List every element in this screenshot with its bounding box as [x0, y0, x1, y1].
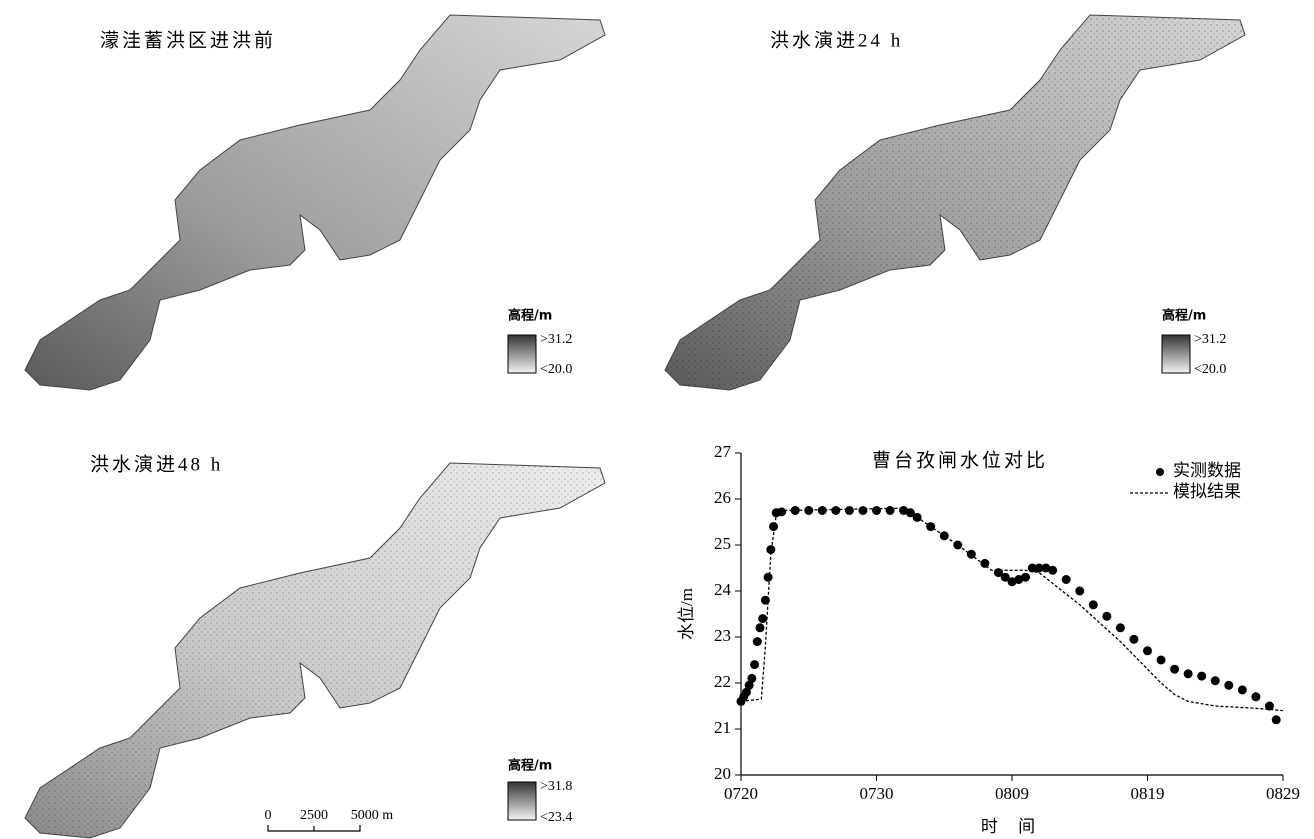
map-region [25, 15, 605, 390]
x-tick-label: 0829 [1266, 784, 1300, 803]
data-point [1211, 676, 1220, 685]
y-tick-label: 25 [714, 534, 731, 553]
map-panel: 洪水演进24 h 高程/m >31.2 <20.0 [665, 15, 1245, 390]
flood-texture [665, 15, 1245, 390]
legend-label: 实测数据 [1173, 461, 1241, 480]
data-point [1089, 600, 1098, 609]
data-point [755, 623, 764, 632]
panel-title: 洪水演进48 h [90, 453, 223, 475]
scale-bar: 0 2500 5000 m [265, 808, 394, 831]
legend-min: <20.0 [540, 362, 572, 377]
legend-max: >31.2 [540, 332, 572, 347]
panel-title: 濛洼蓄洪区进洪前 [100, 29, 276, 51]
data-point [845, 506, 854, 515]
legend-title: 高程/m [508, 758, 552, 774]
data-point [1272, 715, 1281, 724]
data-point [1251, 692, 1260, 701]
data-point [769, 522, 778, 531]
scale-label: 2500 [300, 808, 328, 823]
x-tick-label: 0720 [724, 784, 758, 803]
data-point [953, 541, 962, 550]
legend-ramp [508, 782, 536, 820]
data-point [747, 674, 756, 683]
data-point [1075, 587, 1084, 596]
data-point [1116, 623, 1125, 632]
legend-marker [1156, 468, 1164, 476]
x-tick-label: 0809 [995, 784, 1029, 803]
data-point [1102, 612, 1111, 621]
legend-min: <23.4 [540, 810, 572, 825]
legend-label: 模拟结果 [1173, 482, 1241, 501]
data-point [940, 531, 949, 540]
legend-min: <20.0 [1194, 362, 1226, 377]
y-axis-label: 水位/m [677, 588, 696, 640]
data-point [1143, 646, 1152, 655]
data-point [1170, 665, 1179, 674]
figure: 濛洼蓄洪区进洪前 高程/m >31.2 <20.0 洪水演进24 h 高程/m … [0, 0, 1314, 839]
data-point [1197, 672, 1206, 681]
legend-title: 高程/m [508, 308, 552, 324]
map-panel: 濛洼蓄洪区进洪前 高程/m >31.2 <20.0 [25, 15, 605, 390]
y-tick-label: 26 [714, 488, 731, 507]
y-tick-label: 23 [714, 626, 731, 645]
data-point [1021, 573, 1030, 582]
y-tick-label: 21 [714, 718, 731, 737]
legend-ramp [1162, 335, 1190, 373]
data-point [1062, 575, 1071, 584]
data-point [753, 637, 762, 646]
data-point [777, 507, 786, 516]
x-axis-label: 时 间 [981, 817, 1043, 836]
legend-max: >31.2 [1194, 332, 1226, 347]
data-point [872, 506, 881, 515]
data-point [1184, 669, 1193, 678]
data-point [1048, 566, 1057, 575]
data-point [764, 573, 773, 582]
y-tick-label: 27 [714, 442, 732, 461]
scale-label: 0 [265, 808, 272, 823]
data-point [750, 660, 759, 669]
data-point [1238, 685, 1247, 694]
chart-title: 曹台孜闸水位对比 [872, 449, 1048, 471]
y-tick-label: 22 [714, 672, 731, 691]
data-point [980, 559, 989, 568]
data-point [758, 614, 767, 623]
data-point [858, 506, 867, 515]
legend-max: >31.8 [540, 779, 572, 794]
map-panel: 洪水演进48 h 高程/m >31.8 <23.4 [25, 453, 605, 838]
data-point [1224, 681, 1233, 690]
panel-title: 洪水演进24 h [770, 29, 903, 51]
x-tick-label: 0819 [1131, 784, 1165, 803]
data-point [1157, 656, 1166, 665]
data-point [818, 506, 827, 515]
legend-ramp [508, 335, 536, 373]
legend-title: 高程/m [1162, 308, 1206, 324]
chart: 曹台孜闸水位对比 时 间 水位/m 20 21 22 23 24 25 26 27 0720 07… [677, 442, 1300, 836]
data-point [1129, 635, 1138, 644]
x-tick-label: 0730 [860, 784, 894, 803]
scale-label: 5000 m [351, 808, 394, 823]
y-tick-label: 20 [714, 764, 731, 783]
data-point [831, 506, 840, 515]
data-point [886, 506, 895, 515]
y-tick-label: 24 [714, 580, 732, 599]
